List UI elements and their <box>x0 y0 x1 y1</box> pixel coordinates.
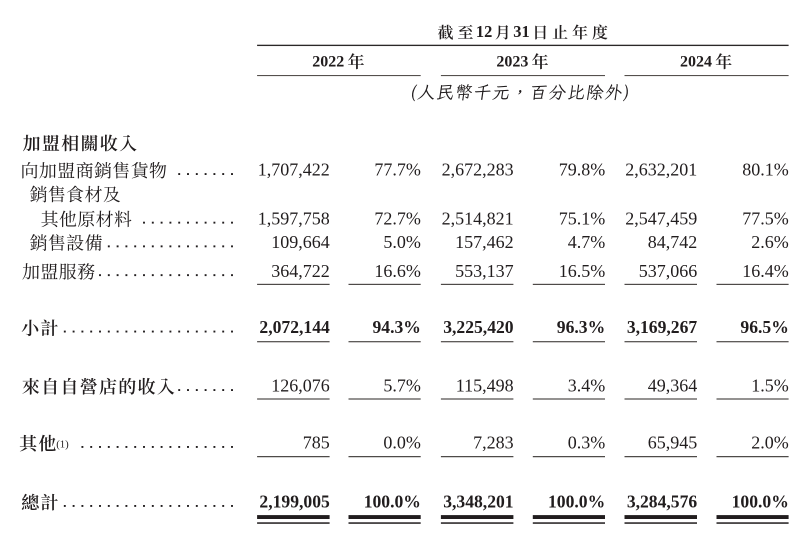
svg-text:3,348,201: 3,348,201 <box>443 492 513 512</box>
svg-text:109,664: 109,664 <box>271 232 330 252</box>
svg-text:3,284,576: 3,284,576 <box>627 492 698 512</box>
svg-text:79.8%: 79.8% <box>559 160 606 180</box>
svg-text:2022: 2022 <box>312 53 344 70</box>
svg-text:80.1%: 80.1% <box>742 160 789 180</box>
svg-text:75.1%: 75.1% <box>559 208 606 228</box>
svg-text:16.4%: 16.4% <box>742 261 789 281</box>
svg-text:115,498: 115,498 <box>456 376 514 396</box>
svg-text:77.7%: 77.7% <box>374 160 421 180</box>
svg-text:537,066: 537,066 <box>639 261 698 281</box>
svg-text:100.0%: 100.0% <box>732 492 789 512</box>
svg-text:2024: 2024 <box>680 53 712 70</box>
svg-text:12: 12 <box>476 22 492 41</box>
svg-text:2,632,201: 2,632,201 <box>625 160 697 180</box>
svg-text:49,364: 49,364 <box>648 376 698 396</box>
svg-text:0.0%: 0.0% <box>383 433 421 453</box>
svg-text:1,597,758: 1,597,758 <box>258 208 330 228</box>
svg-text:31: 31 <box>513 22 529 41</box>
svg-text:4.7%: 4.7% <box>568 232 606 252</box>
svg-text:5.7%: 5.7% <box>383 376 421 396</box>
svg-text:2,672,283: 2,672,283 <box>442 160 514 180</box>
svg-text:100.0%: 100.0% <box>548 492 605 512</box>
svg-text:2,547,459: 2,547,459 <box>625 208 697 228</box>
svg-text:96.3%: 96.3% <box>557 317 605 337</box>
svg-text:84,742: 84,742 <box>648 232 698 252</box>
svg-text:126,076: 126,076 <box>271 376 330 396</box>
svg-text:785: 785 <box>303 433 330 453</box>
svg-text:1.5%: 1.5% <box>751 376 789 396</box>
svg-text:16.5%: 16.5% <box>559 261 606 281</box>
svg-text:(1): (1) <box>56 439 69 451</box>
svg-text:2,072,144: 2,072,144 <box>259 317 330 337</box>
svg-text:94.3%: 94.3% <box>373 317 421 337</box>
svg-text:65,945: 65,945 <box>648 433 698 453</box>
svg-text:72.7%: 72.7% <box>374 208 421 228</box>
svg-text:157,462: 157,462 <box>455 232 514 252</box>
svg-text:0.3%: 0.3% <box>568 433 606 453</box>
svg-text:553,137: 553,137 <box>455 261 514 281</box>
svg-text:100.0%: 100.0% <box>364 492 421 512</box>
svg-text:2,199,005: 2,199,005 <box>259 492 330 512</box>
svg-text:3.4%: 3.4% <box>568 376 606 396</box>
svg-text:3,225,420: 3,225,420 <box>443 317 514 337</box>
svg-text:2023: 2023 <box>496 53 528 70</box>
svg-text:2.6%: 2.6% <box>751 232 789 252</box>
svg-text:16.6%: 16.6% <box>374 261 421 281</box>
svg-text:77.5%: 77.5% <box>742 208 789 228</box>
svg-text:2.0%: 2.0% <box>751 433 789 453</box>
svg-text:2,514,821: 2,514,821 <box>442 208 514 228</box>
svg-text:3,169,267: 3,169,267 <box>627 317 698 337</box>
svg-text:5.0%: 5.0% <box>383 232 421 252</box>
svg-text:96.5%: 96.5% <box>740 317 788 337</box>
svg-text:1,707,422: 1,707,422 <box>258 160 330 180</box>
svg-text:7,283: 7,283 <box>473 433 514 453</box>
svg-text:364,722: 364,722 <box>271 261 330 281</box>
